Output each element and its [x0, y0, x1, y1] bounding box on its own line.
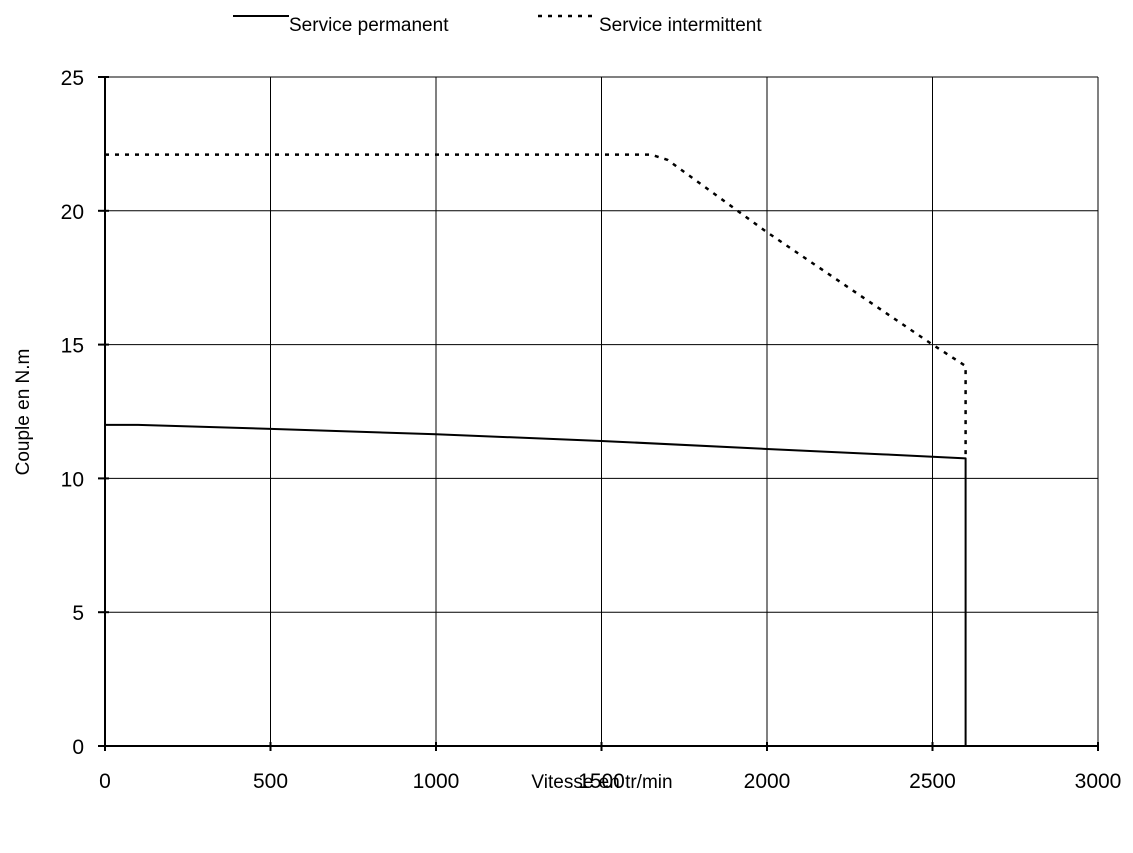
x-tick-label-2000: 2000	[744, 770, 791, 793]
series-lines	[105, 153, 967, 746]
x-tick-label-2500: 2500	[909, 770, 956, 793]
series-line-service-permanent	[105, 423, 967, 746]
x-tick-label-1500: 1500	[578, 770, 625, 793]
grid	[105, 76, 1099, 746]
legend-label-service-permanent: Service permanent	[289, 15, 449, 36]
legend: Service permanent Service intermittent	[233, 14, 762, 36]
y-tick-label-15: 15	[61, 335, 84, 358]
x-tick-label-500: 500	[253, 770, 288, 793]
y-tick-label-5: 5	[72, 602, 84, 625]
legend-label-service-intermittent: Service intermittent	[599, 15, 762, 36]
y-tick-label-10: 10	[61, 468, 84, 491]
series-line-service-intermittent	[105, 153, 967, 459]
y-tick-label-0: 0	[72, 736, 84, 759]
y-axis-title: Couple en N.m	[13, 349, 34, 476]
y-tick-label-25: 25	[61, 67, 84, 90]
x-tick-label-1000: 1000	[413, 770, 460, 793]
x-tick-label-3000: 3000	[1075, 770, 1122, 793]
axes	[98, 76, 1099, 751]
x-tick-label-0: 0	[99, 770, 111, 793]
tick-labels: 0 500 1000 1500 2000 2500 3000 0 5 10 15 20 25	[61, 67, 1122, 793]
x-axis-title: Vitesse en tr/min	[531, 772, 672, 793]
y-tick-label-20: 20	[61, 201, 84, 224]
